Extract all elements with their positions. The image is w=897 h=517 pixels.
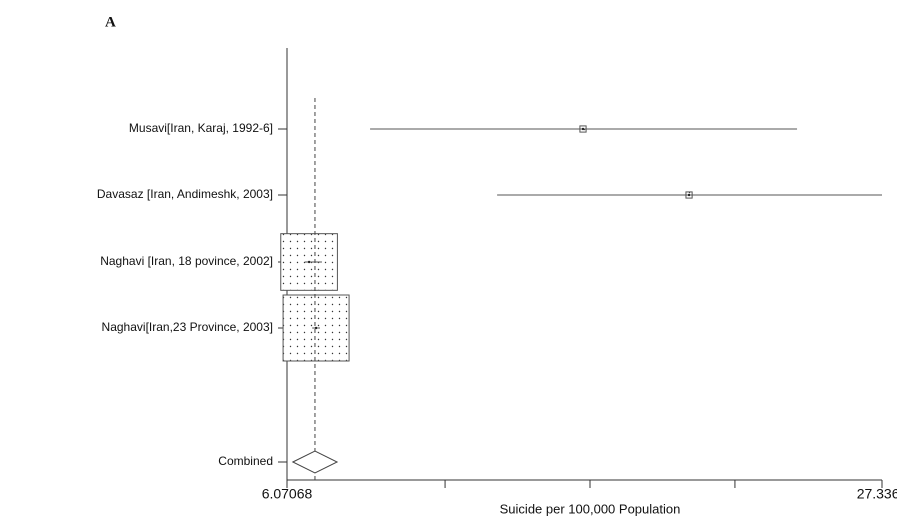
point-estimate	[687, 193, 691, 197]
category-label: Musavi[Iran, Karaj, 1992-6]	[129, 121, 273, 135]
x-tick-label: 27.3363	[857, 486, 897, 502]
category-label: Naghavi[Iran,23 Province, 2003]	[102, 320, 273, 334]
x-axis-label: Suicide per 100,000 Population	[500, 501, 681, 516]
category-label: Naghavi [Iran, 18 povince, 2002]	[100, 254, 273, 268]
combined-diamond	[291, 450, 339, 474]
panel-label: A	[105, 14, 116, 30]
point-estimate	[581, 127, 585, 131]
category-label: Davasaz [Iran, Andimeshk, 2003]	[97, 187, 273, 201]
combined-label: Combined	[218, 454, 273, 468]
point-estimate	[307, 260, 311, 264]
point-estimate	[314, 326, 318, 330]
x-tick-label: 6.07068	[262, 486, 313, 502]
